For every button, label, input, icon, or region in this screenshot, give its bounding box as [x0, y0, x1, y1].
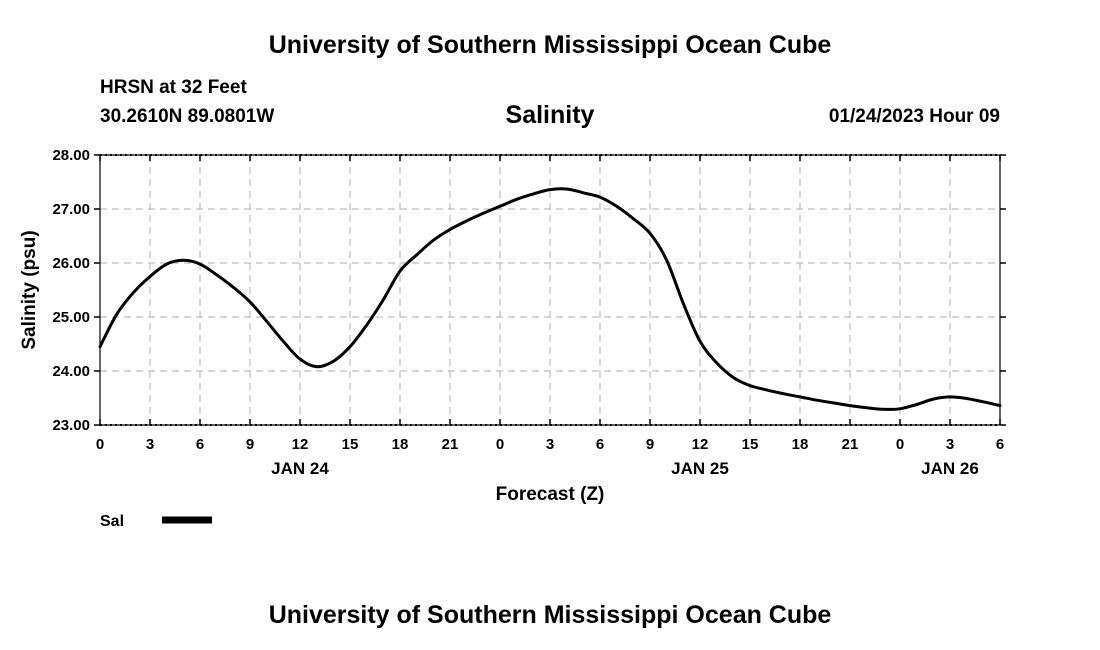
- x-tick-label: 0: [96, 436, 104, 453]
- y-tick-label: 24.00: [52, 363, 90, 380]
- date-label: JAN 26: [921, 459, 979, 478]
- x-tick-label: 6: [996, 436, 1004, 453]
- y-axis-label: Salinity (psu): [19, 230, 40, 349]
- x-axis-label: Forecast (Z): [496, 484, 605, 505]
- x-tick-label: 18: [392, 436, 409, 453]
- x-tick-label: 15: [742, 436, 759, 453]
- grid-lines: [100, 155, 1000, 425]
- salinity-series-line: [98, 187, 1002, 411]
- y-tick-label: 28.00: [52, 147, 90, 164]
- x-tick-label: 3: [146, 436, 154, 453]
- x-tick-label: 0: [896, 436, 904, 453]
- x-tick-label: 9: [246, 436, 254, 453]
- legend: Sal: [100, 513, 212, 530]
- y-tick-label: 27.00: [52, 201, 90, 218]
- date-label: JAN 24: [271, 459, 329, 478]
- x-tick-label: 6: [596, 436, 604, 453]
- legend-label: Sal: [100, 513, 124, 530]
- x-tick-label: 3: [946, 436, 954, 453]
- x-tick-label: 15: [342, 436, 359, 453]
- y-tick-label: 23.00: [52, 417, 90, 434]
- x-tick-label: 12: [292, 436, 309, 453]
- date-label: JAN 25: [671, 459, 729, 478]
- footer-title: University of Southern Mississippi Ocean…: [268, 601, 832, 629]
- x-tick-label: 21: [442, 436, 459, 453]
- chart-title: Salinity: [505, 101, 595, 129]
- axis-ticks: 0 3 6 9 12 15 18 21 0 3 6 9 12 15 18 21 0 3 6 23.00 24.00 25.…: [52, 147, 1006, 478]
- station-label: HRSN at 32 Feet: [100, 77, 247, 98]
- page-title: University of Southern Mississippi Ocean…: [268, 31, 832, 59]
- x-tick-label: 9: [646, 436, 654, 453]
- station-coordinates: 30.2610N 89.0801W: [100, 106, 275, 127]
- x-tick-label: 12: [692, 436, 709, 453]
- x-tick-label: 18: [792, 436, 809, 453]
- x-tick-label: 3: [546, 436, 554, 453]
- x-tick-label: 21: [842, 436, 859, 453]
- x-tick-label: 0: [496, 436, 504, 453]
- y-tick-label: 25.00: [52, 309, 90, 326]
- y-tick-label: 26.00: [52, 255, 90, 272]
- x-tick-label: 6: [196, 436, 204, 453]
- forecast-run-time: 01/24/2023 Hour 09: [828, 106, 1000, 127]
